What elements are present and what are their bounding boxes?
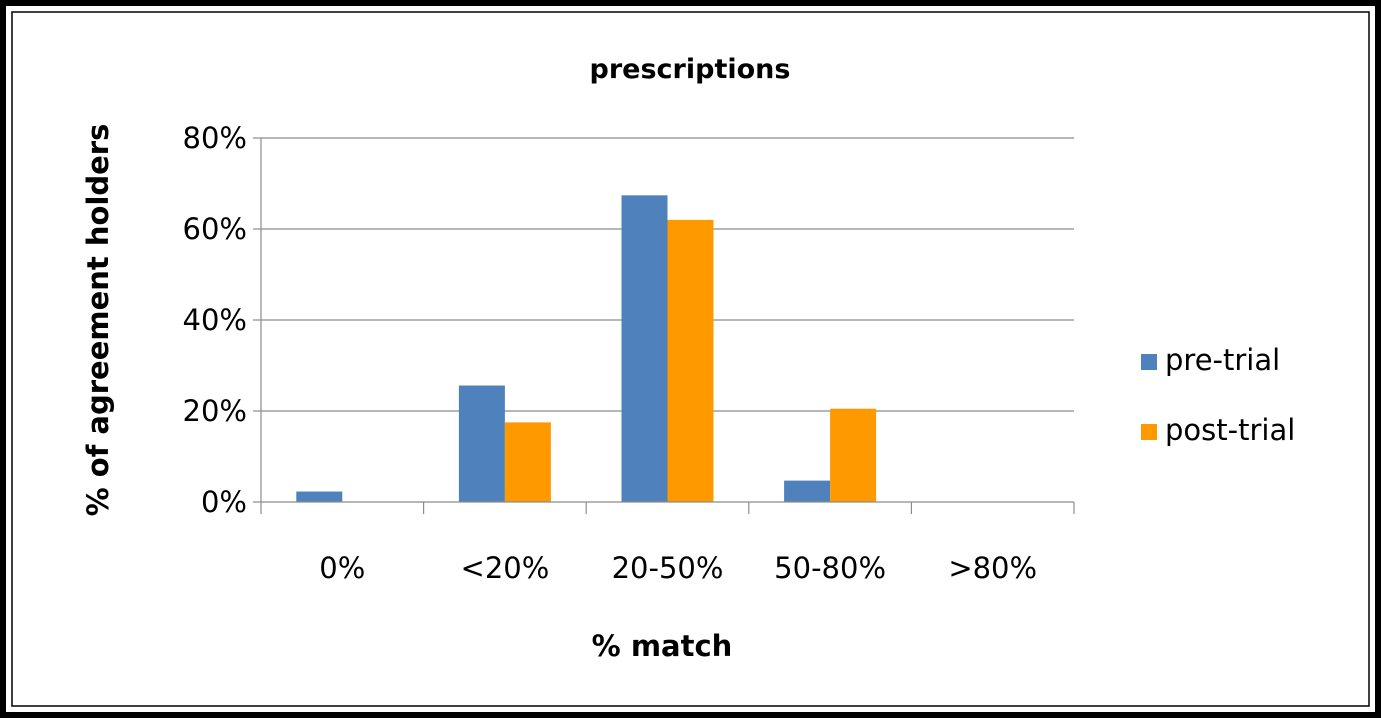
y-tick-label: 60% bbox=[183, 212, 247, 246]
y-tick-label: 0% bbox=[201, 485, 247, 519]
y-axis-title: % of agreement holders bbox=[81, 124, 115, 517]
x-tick-label: 0% bbox=[319, 551, 365, 585]
y-tick-label: 40% bbox=[183, 303, 247, 337]
bar bbox=[458, 385, 505, 502]
legend-label: pre-trial bbox=[1165, 343, 1280, 377]
bar bbox=[830, 408, 877, 502]
legend-label: post-trial bbox=[1165, 413, 1295, 447]
bar bbox=[667, 219, 714, 502]
x-tick-label: >80% bbox=[948, 551, 1037, 585]
bar bbox=[504, 422, 551, 502]
y-tick-label: 80% bbox=[183, 121, 247, 155]
chart-title: prescriptions bbox=[590, 54, 791, 85]
legend: pre-trial post-trial bbox=[1141, 343, 1295, 447]
x-tick-label: 20-50% bbox=[612, 551, 724, 585]
x-tick-label: <20% bbox=[461, 551, 550, 585]
x-tick-label: 50-80% bbox=[774, 551, 886, 585]
y-tick-label: 20% bbox=[183, 394, 247, 428]
x-axis-title: % match bbox=[592, 629, 733, 663]
plot-area: 0% 20% 40% 60% 80% 0% <20% 20-50% 50-80% >80% bbox=[183, 121, 1075, 585]
bar bbox=[621, 195, 668, 502]
legend-swatch bbox=[1141, 354, 1157, 370]
bar bbox=[784, 480, 831, 502]
bar bbox=[296, 491, 343, 502]
legend-swatch bbox=[1141, 424, 1157, 440]
